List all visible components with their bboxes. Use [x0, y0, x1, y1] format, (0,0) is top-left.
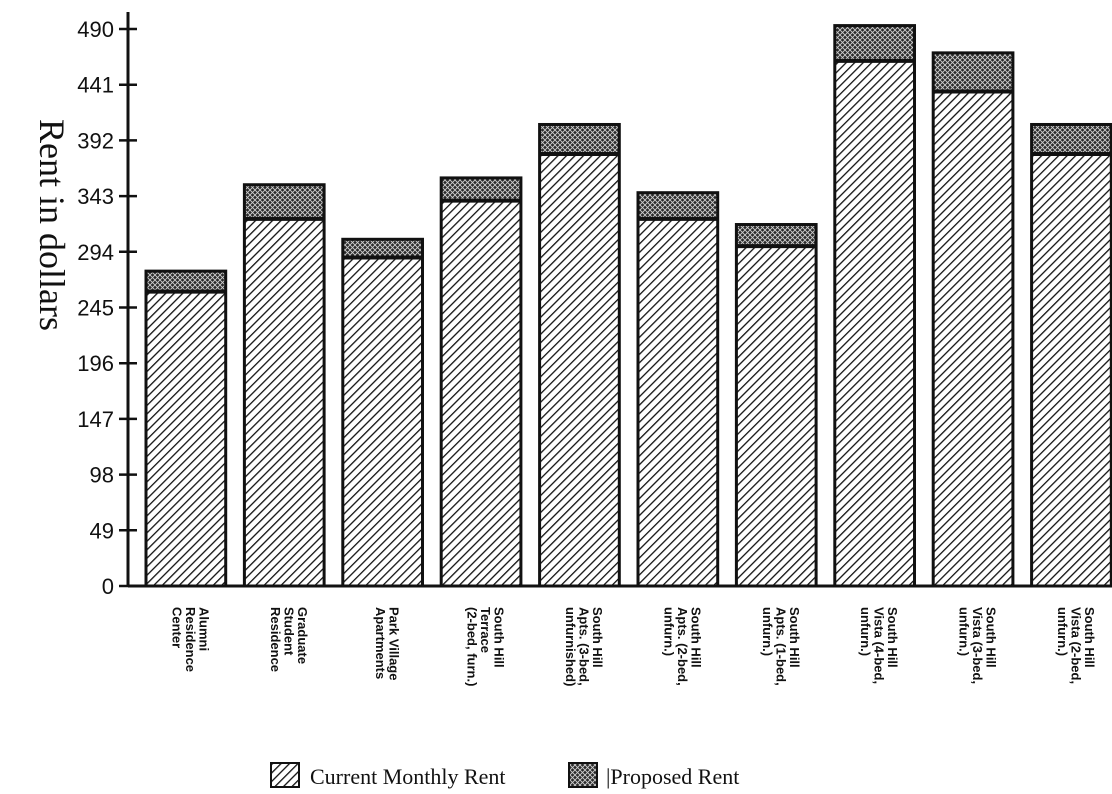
bar-outline	[341, 237, 425, 588]
x-tick-label: Apts. (1-bed,	[773, 607, 788, 686]
bar-proposed-rent	[638, 192, 718, 219]
x-tick-label: unfurn.)	[957, 607, 972, 656]
x-tick-label: unfurn.)	[1055, 607, 1070, 656]
x-tick-label: South Hill	[590, 607, 605, 668]
legend-current-swatch	[270, 762, 300, 788]
bar-current-rent	[834, 60, 915, 587]
x-tick-label: (2-bed, furn.)	[465, 607, 480, 686]
bar-proposed-rent	[342, 239, 423, 258]
x-tick-label: South Hill	[492, 607, 507, 668]
x-tick-label: South Hill	[787, 607, 802, 668]
bar-outline	[931, 51, 1015, 588]
legend: Current Monthly Rent |Proposed Rent	[270, 762, 739, 789]
legend-proposed-swatch	[568, 762, 598, 788]
bar-proposed-rent	[441, 177, 521, 201]
bar-outline	[734, 223, 818, 588]
x-tick-label: Graduate	[295, 607, 310, 664]
bar-current-rent	[1031, 154, 1112, 586]
bar-proposed-rent	[146, 271, 226, 292]
bar-current-rent	[342, 257, 423, 586]
x-tick-label: Vista (2-bed,	[1068, 607, 1083, 684]
y-tick-label: 98	[90, 463, 114, 488]
bar-proposed-rent	[244, 184, 325, 219]
bars	[144, 24, 1112, 588]
y-axis-label: Rent in dollars	[32, 119, 72, 331]
x-tick-label: Vista (4-bed,	[872, 607, 887, 684]
bar-outline	[833, 24, 917, 588]
x-tick-label: Alumni	[196, 607, 211, 651]
bar-proposed-rent	[933, 52, 1013, 92]
x-tick-label: South Hill	[688, 607, 703, 668]
legend-current-label: Current Monthly Rent	[310, 764, 506, 789]
x-tick-label: Vista (3-bed,	[970, 607, 985, 684]
x-tick-label: Residence	[183, 607, 198, 672]
x-tick-label: Apartments	[373, 607, 388, 679]
x-tick-label: unfurn.)	[661, 607, 676, 656]
y-tick-label: 245	[77, 296, 114, 321]
bar-proposed-rent	[834, 25, 915, 61]
bar-proposed-rent	[736, 224, 817, 247]
y-tick-label: 49	[90, 518, 114, 543]
x-tick-label: Apts. (3-bed,	[576, 607, 591, 686]
x-tick-label: unfurn.)	[858, 607, 873, 656]
bar-proposed-rent	[539, 124, 620, 155]
bar-outline	[1030, 122, 1112, 588]
x-tick-label: Terrace	[478, 607, 493, 653]
x-tick-label: Residence	[268, 607, 283, 672]
bar-current-rent	[146, 291, 226, 586]
x-tick-label: Center	[169, 607, 184, 648]
x-tick-label: unfurnished)	[563, 607, 578, 686]
y-tick-label: 147	[77, 407, 114, 432]
legend-proposed-label: |Proposed Rent	[606, 764, 739, 789]
y-tick-label: 490	[77, 17, 114, 42]
bar-outline	[636, 191, 720, 588]
x-tick-label: South Hill	[885, 607, 900, 668]
x-tick-label: unfurn.)	[760, 607, 775, 656]
x-tick-label: Apts. (2-bed,	[675, 607, 690, 686]
bar-outline	[144, 269, 228, 588]
bar-outline	[242, 183, 326, 588]
bar-outline	[538, 122, 621, 588]
y-tick-label: 0	[102, 574, 114, 599]
bar-current-rent	[736, 246, 817, 586]
bar-current-rent	[638, 218, 718, 586]
bar-current-rent	[933, 91, 1013, 586]
x-tick-label: Student	[281, 607, 296, 656]
bar-current-rent	[244, 218, 325, 586]
x-tick-label: South Hill	[1082, 607, 1097, 668]
y-tick-label: 392	[77, 128, 114, 153]
x-tick-label: South Hill	[984, 607, 999, 668]
x-tick-label: Park Village	[386, 607, 401, 680]
y-tick-label: 294	[77, 240, 114, 265]
bar-current-rent	[539, 154, 620, 586]
bar-outline	[439, 176, 523, 588]
bar-current-rent	[441, 200, 521, 586]
bar-proposed-rent	[1031, 124, 1112, 155]
y-tick-label: 196	[77, 351, 114, 376]
y-tick-label: 343	[77, 184, 114, 209]
y-tick-label: 441	[77, 73, 114, 98]
